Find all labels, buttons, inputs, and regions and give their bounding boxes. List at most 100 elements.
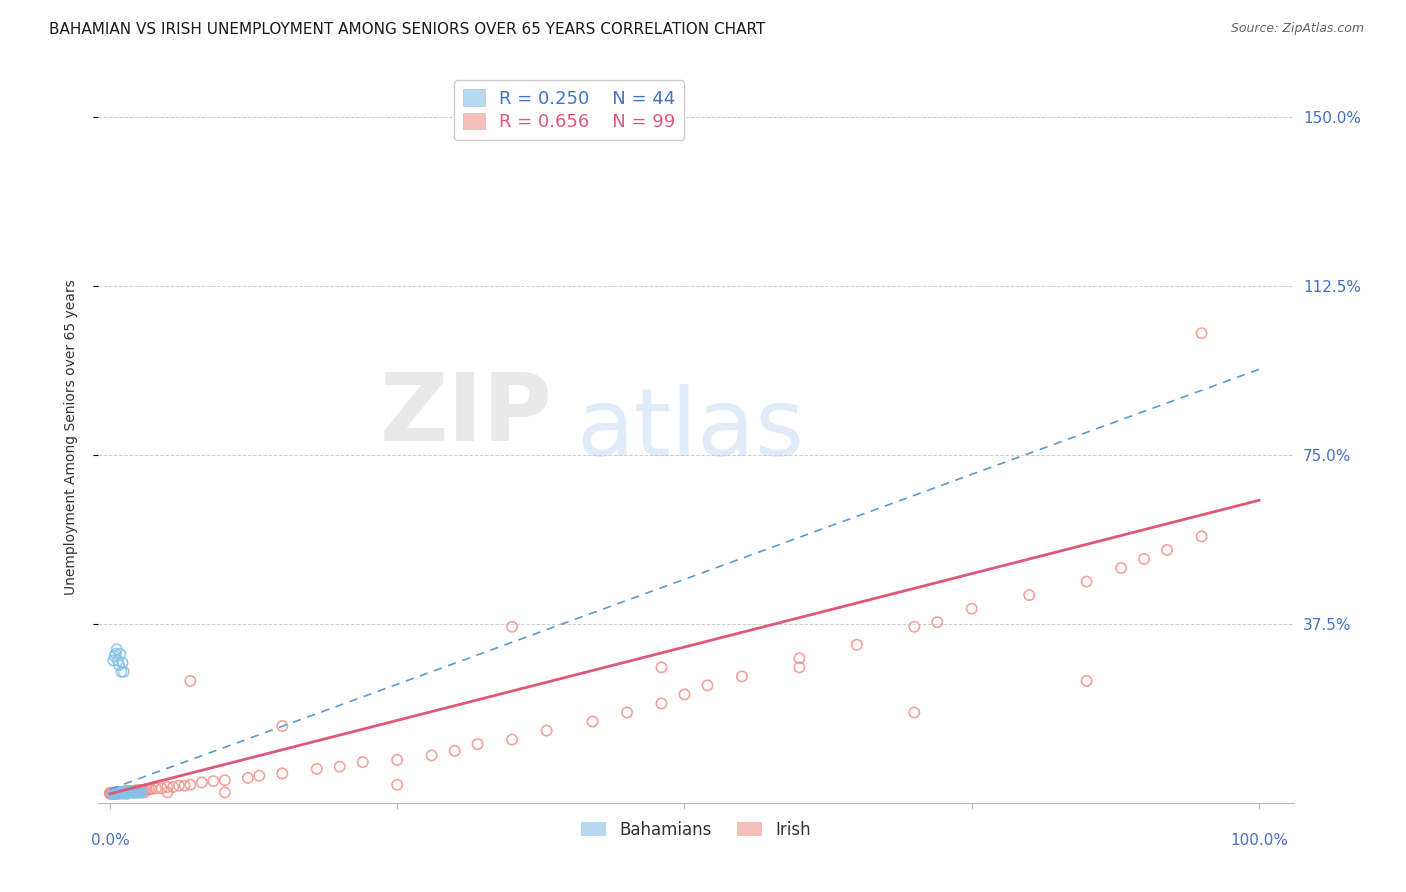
Point [104,647,127,661]
Point [122,784,145,798]
Point [145,781,167,796]
Point [115,784,138,798]
Point [107,787,129,801]
Point [122,784,145,798]
Point [167,779,190,793]
Point [112,785,135,799]
Point [135,782,157,797]
Point [125,783,148,797]
Point [162,780,184,794]
Point [103,654,125,668]
Point [1156,543,1178,558]
Point [111,785,134,799]
Point [134,785,156,799]
Point [117,785,139,799]
Point [115,784,138,798]
Point [536,723,558,738]
Text: BAHAMIAN VS IRISH UNEMPLOYMENT AMONG SENIORS OVER 65 YEARS CORRELATION CHART: BAHAMIAN VS IRISH UNEMPLOYMENT AMONG SEN… [49,22,766,37]
Point [131,783,153,797]
Text: atlas: atlas [576,384,804,475]
Point [110,786,132,800]
Point [960,601,983,615]
Point [110,785,132,799]
Point [141,782,163,797]
Point [120,784,142,798]
Point [128,785,150,799]
Point [101,787,124,801]
Point [138,782,160,797]
Point [103,787,125,801]
Y-axis label: Unemployment Among Seniors over 65 years: Unemployment Among Seniors over 65 years [63,279,77,595]
Point [420,748,443,763]
Point [115,785,138,799]
Point [467,737,489,751]
Point [114,787,136,801]
Point [98,786,121,800]
Point [111,656,134,670]
Point [122,785,145,799]
Point [134,782,156,797]
Point [1191,326,1213,341]
Point [98,787,121,801]
Point [120,785,142,799]
Point [115,785,138,799]
Point [156,785,179,799]
Point [103,787,125,801]
Point [118,785,141,799]
Point [385,778,409,792]
Point [650,697,672,711]
Text: 100.0%: 100.0% [1230,833,1288,848]
Point [101,787,124,801]
Point [1191,529,1213,543]
Point [124,783,146,797]
Point [108,785,131,799]
Point [105,785,128,799]
Point [108,785,131,799]
Point [114,784,136,798]
Point [789,660,811,674]
Point [107,786,129,800]
Point [127,783,149,797]
Point [104,786,127,800]
Point [696,678,718,692]
Point [673,688,696,702]
Point [110,785,132,799]
Point [845,638,868,652]
Point [105,642,128,657]
Point [110,787,132,801]
Point [443,744,465,758]
Point [103,648,125,663]
Point [110,785,132,799]
Point [115,784,138,798]
Point [110,785,132,799]
Point [129,783,152,797]
Point [121,784,143,798]
Point [108,785,131,799]
Point [114,785,136,799]
Point [271,766,294,780]
Point [105,786,128,800]
Point [128,785,150,799]
Point [352,755,374,769]
Point [121,785,143,799]
Point [105,787,128,801]
Point [179,673,201,688]
Point [110,785,132,799]
Point [122,785,145,799]
Point [100,786,122,800]
Point [104,786,127,800]
Point [108,658,131,673]
Point [191,775,214,789]
Point [103,787,125,801]
Point [305,762,328,776]
Point [110,647,132,661]
Point [903,620,925,634]
Point [110,785,132,799]
Point [501,620,523,634]
Point [110,786,132,800]
Text: ZIP: ZIP [380,369,553,461]
Point [128,783,150,797]
Point [104,786,127,800]
Point [112,784,135,798]
Legend: Bahamians, Irish: Bahamians, Irish [575,814,817,846]
